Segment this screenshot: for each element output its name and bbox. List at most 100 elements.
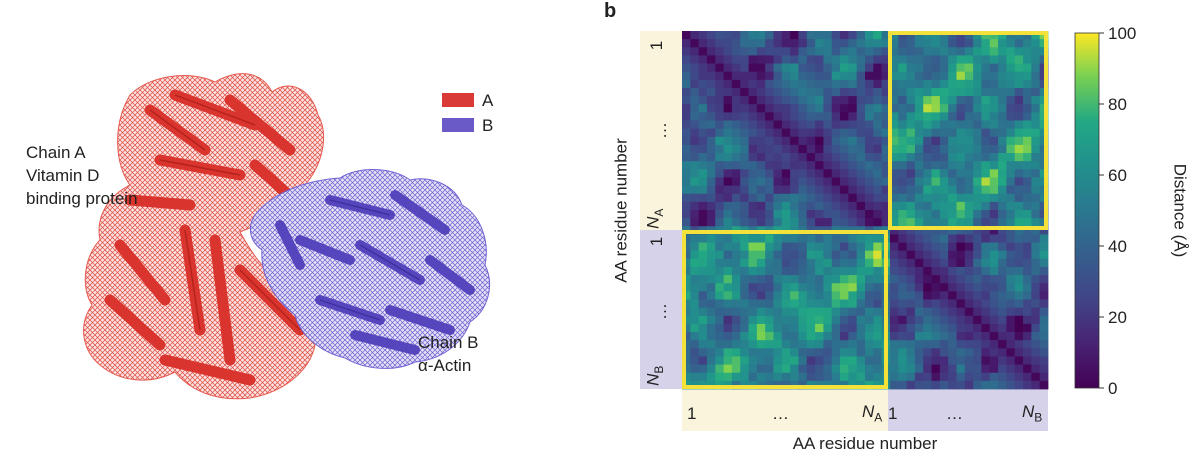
heatmap-cell [790,136,799,146]
heatmap-cell [889,340,899,349]
heatmap-cell [898,185,907,195]
heatmap-cell [682,39,691,48]
y-tick-n-b: NB [641,366,670,386]
heatmap-cell [765,79,774,89]
heatmap-cell [865,96,874,105]
heatmap-cell [1039,299,1049,309]
heatmap-cell [914,63,924,73]
heatmap-cell [973,340,982,349]
heatmap-cell [1006,332,1016,341]
heatmap-cell [998,39,1007,48]
heatmap-cell [939,283,949,292]
y-tick-n-a-sub: A [651,208,666,217]
heatmap-cell [856,31,866,40]
heatmap-cell [682,177,691,186]
heatmap-cell [898,47,907,56]
heatmap-cell [1031,348,1041,357]
heatmap-cell [939,356,949,365]
heatmap-cell [840,31,849,40]
heatmap-cell [1039,258,1049,268]
heatmap-cell [806,96,816,105]
heatmap-cell [748,193,758,203]
heatmap-cell [973,144,982,154]
heatmap-cell [981,299,991,309]
heatmap-cell [956,234,966,243]
heatmap-cell [906,275,916,284]
heatmap-cell [748,112,758,121]
heatmap-cell [956,177,966,186]
heatmap-cell [1031,177,1041,186]
heatmap-cell [1023,323,1032,333]
heatmap-cell [1014,364,1024,374]
heatmap-cell [706,144,716,154]
heatmap-cell [773,96,783,105]
heatmap-cell [881,128,891,138]
heatmap-cell [840,201,849,211]
heatmap-cell [881,79,891,89]
heatmap-cell [973,299,982,309]
heatmap-cell [682,144,691,154]
heatmap-cell [756,144,766,154]
heatmap-cell [731,340,741,349]
heatmap-cell [964,258,974,268]
heatmap-cell [914,177,924,186]
heatmap-cell [914,39,924,48]
heatmap-cell [848,79,858,89]
heatmap-cell [740,348,749,357]
heatmap-cell [923,275,932,284]
heatmap-cell [748,275,758,284]
heatmap-cell [748,332,758,341]
heatmap-cell [748,201,758,211]
heatmap-cell [1006,299,1016,309]
heatmap-cell [715,39,724,48]
heatmap-cell [815,332,824,341]
heatmap-cell [715,79,724,89]
heatmap-cell [773,283,783,292]
heatmap-cell [781,234,791,243]
heatmap-cell [831,193,841,203]
heatmap-cell [690,258,700,268]
heatmap-cell [873,340,883,349]
heatmap-cell [1006,201,1016,211]
heatmap-cell [1023,96,1032,105]
heatmap-cell [931,63,941,73]
heatmap-cell [989,356,999,365]
heatmap-cell [1006,356,1016,365]
heatmap-cell [815,266,824,276]
heatmap-cell [823,210,833,219]
heatmap-cell [923,283,932,292]
heatmap-cell [973,380,982,390]
heatmap-cell [964,144,974,154]
heatmap-cell [690,136,700,146]
heatmap-cell [889,169,899,178]
heatmap-cell [723,234,733,243]
heatmap-cell [998,79,1007,89]
heatmap-cell [948,356,957,365]
heatmap-cell [856,234,866,243]
heatmap-cell [840,128,849,138]
heatmap-cell [706,275,716,284]
protein-structure-figure [83,73,491,400]
heatmap-cell [773,364,783,374]
heatmap-cell [748,161,758,170]
heatmap-cell [682,161,691,170]
heatmap-cell [723,128,733,138]
heatmap-cell [798,136,808,146]
heatmap-cell [840,275,849,284]
heatmap-cell [865,364,874,374]
heatmap-cell [981,39,991,48]
heatmap-cell [931,348,941,357]
heatmap-cell [939,258,949,268]
heatmap-cell [698,348,708,357]
heatmap-cell [740,136,749,146]
heatmap-cell [715,201,724,211]
heatmap-cell [873,242,883,252]
heatmap-cell [698,323,708,333]
heatmap-cell [931,218,941,227]
heatmap-cell [682,169,691,178]
heatmap-cell [731,144,741,154]
heatmap-cell [815,323,824,333]
heatmap-cell [682,71,691,81]
heatmap-cell [989,364,999,374]
heatmap-cell [815,177,824,186]
